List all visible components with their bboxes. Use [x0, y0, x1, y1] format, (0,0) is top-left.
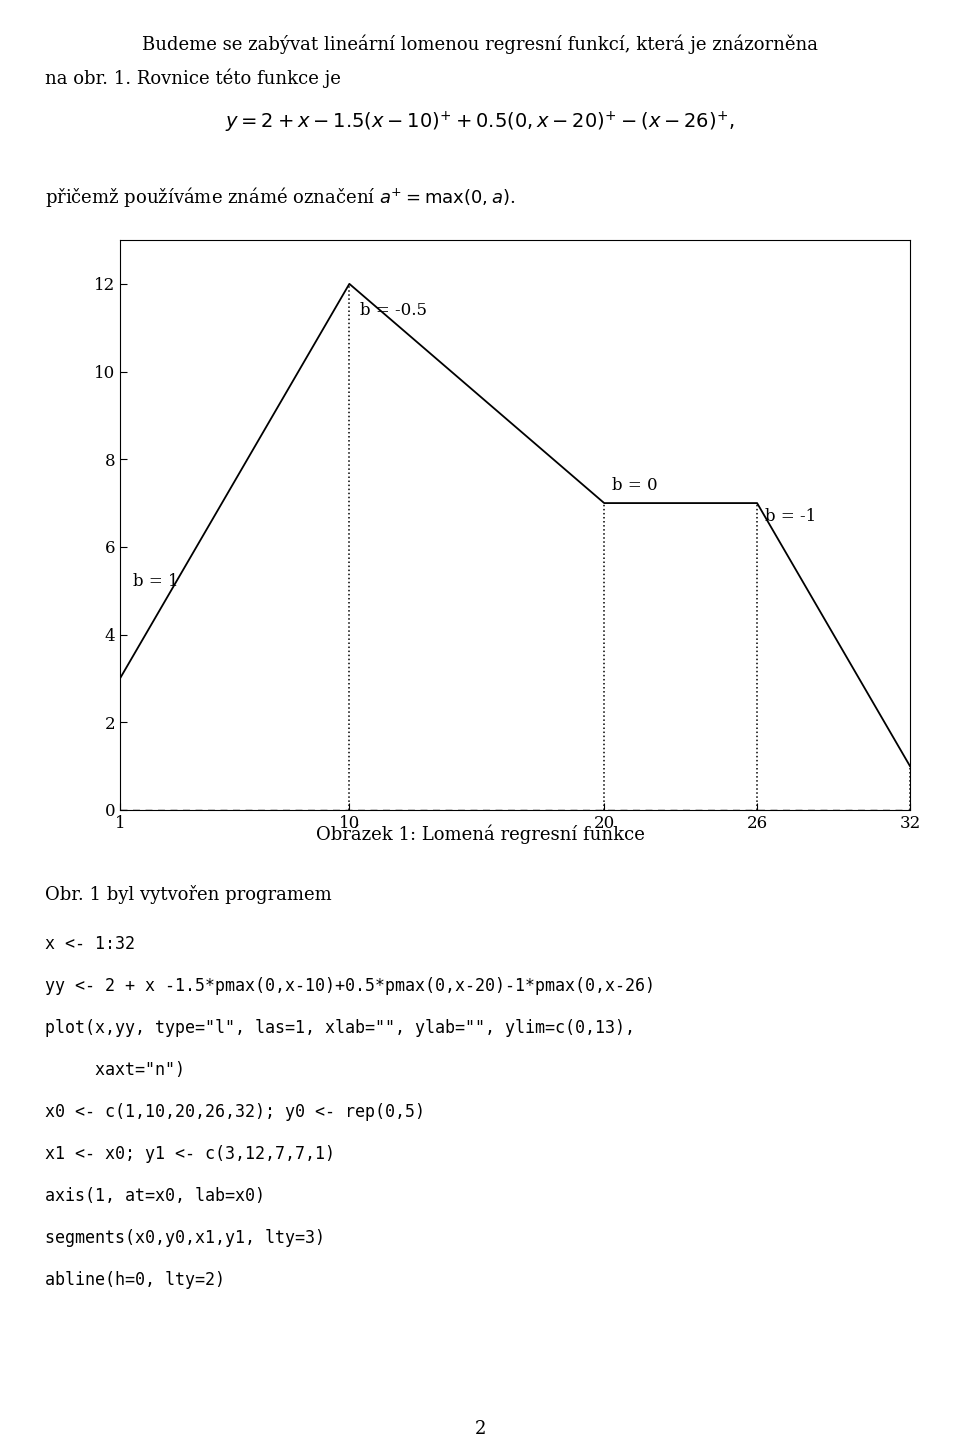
- Text: plot(x,yy, type="l", las=1, xlab="", ylab="", ylim=c(0,13),: plot(x,yy, type="l", las=1, xlab="", yla…: [45, 1019, 635, 1037]
- Text: yy <- 2 + x -1.5*pmax(0,x-10)+0.5*pmax(0,x-20)-1*pmax(0,x-26): yy <- 2 + x -1.5*pmax(0,x-10)+0.5*pmax(0…: [45, 977, 655, 995]
- Text: 2: 2: [474, 1421, 486, 1438]
- Text: segments(x0,y0,x1,y1, lty=3): segments(x0,y0,x1,y1, lty=3): [45, 1229, 325, 1248]
- Text: x <- 1:32: x <- 1:32: [45, 935, 135, 952]
- Text: x0 <- c(1,10,20,26,32); y0 <- rep(0,5): x0 <- c(1,10,20,26,32); y0 <- rep(0,5): [45, 1104, 425, 1121]
- Text: x1 <- x0; y1 <- c(3,12,7,7,1): x1 <- x0; y1 <- c(3,12,7,7,1): [45, 1144, 335, 1163]
- Text: axis(1, at=x0, lab=x0): axis(1, at=x0, lab=x0): [45, 1186, 265, 1205]
- Text: Obrázek 1: Lomená regresní funkce: Obrázek 1: Lomená regresní funkce: [316, 824, 644, 845]
- Text: b = -0.5: b = -0.5: [360, 301, 426, 318]
- Text: xaxt="n"): xaxt="n"): [45, 1061, 185, 1079]
- Text: na obr. 1. Rovnice této funkce je: na obr. 1. Rovnice této funkce je: [45, 68, 341, 87]
- Text: $y = 2 + x - 1.5(x-10)^{+} + 0.5(0,x-20)^{+} - (x-26)^{+},$: $y = 2 + x - 1.5(x-10)^{+} + 0.5(0,x-20)…: [226, 111, 734, 135]
- Text: b = 0: b = 0: [612, 477, 658, 494]
- Text: b = -1: b = -1: [765, 507, 816, 525]
- Text: Obr. 1 byl vytvořen programem: Obr. 1 byl vytvořen programem: [45, 885, 332, 904]
- Text: abline(h=0, lty=2): abline(h=0, lty=2): [45, 1271, 225, 1290]
- Text: přičemž používáme známé označení $a^{+} = \max(0, a)$.: přičemž používáme známé označení $a^{+} …: [45, 185, 516, 209]
- Text: Budeme se zabývat lineární lomenou regresní funkcí, která je znázorněna: Budeme se zabývat lineární lomenou regre…: [142, 35, 818, 54]
- Text: b = 1: b = 1: [132, 573, 179, 590]
